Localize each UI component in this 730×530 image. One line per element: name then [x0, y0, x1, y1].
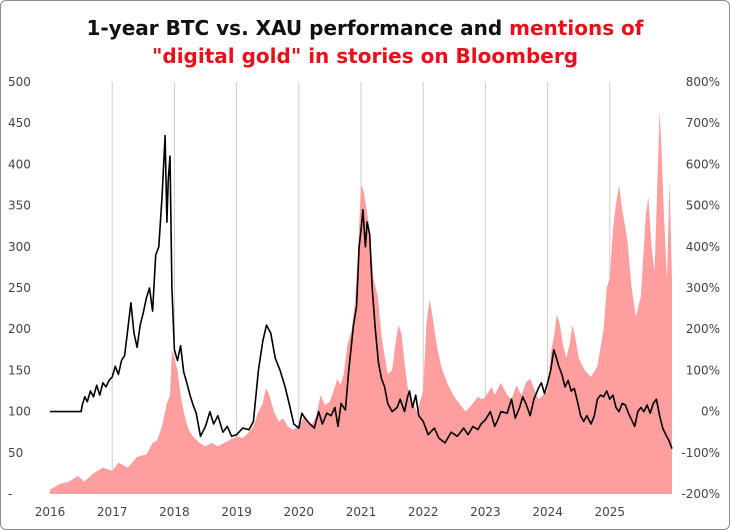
left-tick-label: 300	[8, 240, 31, 254]
right-tick-label: 500%	[686, 199, 720, 213]
x-axis-ticks: 2016 2017 2018 2019 2020 2021 2022 2023 2024 2025	[35, 505, 625, 519]
left-tick-label: 500	[8, 75, 31, 89]
left-tick-label: 350	[8, 199, 31, 213]
right-tick-label: 100%	[686, 363, 720, 377]
chart-title: 1-year BTC vs. XAU performance and menti…	[0, 14, 730, 70]
right-tick-label: 800%	[686, 75, 720, 89]
x-tick-label: 2016	[35, 505, 66, 519]
left-tick-label: 250	[8, 281, 31, 295]
x-tick-label: 2024	[532, 505, 563, 519]
x-tick-label: 2023	[470, 505, 501, 519]
right-axis-ticks: 800% 700% 600% 500% 400% 300% 200% 100% 0% -100% -…	[681, 75, 720, 501]
btc-xau-line-layer	[50, 134, 673, 449]
left-tick-label: 150	[8, 363, 31, 377]
right-tick-label: 400%	[686, 240, 720, 254]
title-red-text-1: mentions of	[509, 16, 644, 40]
left-tick-label: 50	[8, 446, 23, 460]
chart-title-line-2: "digital gold" in stories on Bloomberg	[151, 44, 579, 68]
x-tick-label: 2017	[97, 505, 128, 519]
chart-title-line-1: 1-year BTC vs. XAU performance and menti…	[0, 14, 730, 42]
left-tick-label: 100	[8, 405, 31, 419]
x-tick-label: 2025	[595, 505, 626, 519]
x-tick-label: 2021	[346, 505, 377, 519]
left-tick-label: 400	[8, 157, 31, 171]
right-tick-label: 200%	[686, 322, 720, 336]
right-tick-label: 300%	[686, 281, 720, 295]
x-tick-label: 2022	[408, 505, 439, 519]
x-tick-label: 2018	[159, 505, 190, 519]
left-axis-ticks: 500 450 400 350 300 250 200 150 100 50 -	[8, 75, 31, 501]
btc-xau-line	[50, 134, 673, 449]
mentions-area-layer	[50, 110, 672, 495]
left-tick-label: 200	[8, 322, 31, 336]
right-tick-label: 0%	[701, 405, 720, 419]
right-tick-label: 700%	[686, 116, 720, 130]
title-black-text: 1-year BTC vs. XAU performance and	[86, 16, 510, 40]
right-tick-label: 600%	[686, 157, 720, 171]
right-tick-label: -100%	[681, 446, 720, 460]
mentions-area	[50, 110, 672, 495]
left-tick-label: 450	[8, 116, 31, 130]
x-tick-label: 2019	[221, 505, 252, 519]
left-tick-label: -	[8, 487, 12, 501]
x-tick-label: 2020	[284, 505, 315, 519]
right-tick-label: -200%	[681, 487, 720, 501]
